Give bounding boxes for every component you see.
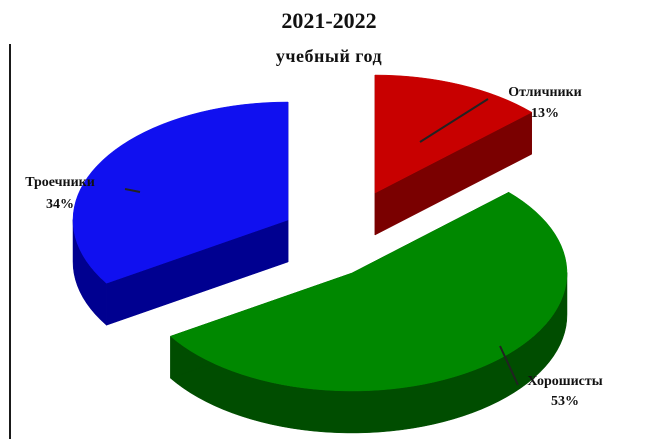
pie-slice-1	[374, 74, 533, 236]
pie-slice-2-top	[169, 191, 568, 392]
chart-title: 2021-2022	[281, 8, 377, 33]
chart-subtitle: учебный год	[275, 46, 383, 66]
pie-slice-3-top	[72, 101, 289, 284]
pie-slice-3	[72, 101, 289, 326]
slice-name-label: Троечники	[25, 175, 95, 190]
pie-slice-1-top	[374, 74, 533, 194]
leader-line-2	[499, 345, 519, 386]
slice-percent-label: 13%	[531, 106, 559, 121]
leader-line-1	[419, 98, 489, 143]
leader-line-3	[124, 188, 141, 193]
left-frame-line	[9, 44, 11, 439]
slice-percent-label: 34%	[46, 197, 74, 212]
slice-name-label: Хорошисты	[527, 374, 602, 389]
pie-slice-2	[169, 191, 568, 434]
slice-name-label: Отличники	[508, 85, 582, 100]
slice-percent-label: 53%	[551, 394, 579, 409]
